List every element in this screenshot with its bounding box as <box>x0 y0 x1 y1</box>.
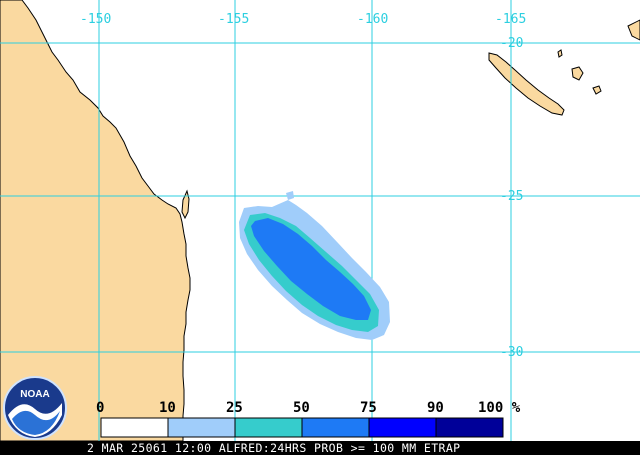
legend-bin-50-75 <box>301 417 370 438</box>
loyalty-island-mare <box>592 85 602 95</box>
legend-bin-75-90 <box>368 417 437 438</box>
legend-tick-75: 75 <box>360 400 377 416</box>
caption-bar: 2 MAR 25061 12:00 ALFRED:24HRS PROB >= 1… <box>0 441 640 455</box>
vanuatu-edge-island <box>627 19 640 41</box>
probability-contours <box>239 191 390 340</box>
noaa-logo: NOAA <box>3 376 67 440</box>
legend-bin-25-50 <box>234 417 303 438</box>
contour-50-75 <box>251 218 371 320</box>
legend-tick-100: 100 % <box>478 400 521 416</box>
new-caledonia <box>488 52 565 116</box>
lat-label-30: -30 <box>500 345 524 360</box>
graticule <box>0 0 640 441</box>
legend-bin-10-25 <box>167 417 236 438</box>
lon-label-150: -150 <box>80 12 112 27</box>
australia-landmass <box>0 0 191 442</box>
probability-map <box>0 0 640 442</box>
lon-label-155: -155 <box>218 12 250 27</box>
legend-tick-25: 25 <box>226 400 243 416</box>
noaa-logo-text: NOAA <box>20 389 49 400</box>
legend-tick-0: 0 <box>96 400 105 416</box>
lon-label-165: -165 <box>495 12 527 27</box>
legend-tick-90: 90 <box>427 400 444 416</box>
loyalty-island-lifou <box>571 66 584 81</box>
dot-near-25S <box>286 191 294 200</box>
legend-tick-50: 50 <box>293 400 310 416</box>
legend-tick-10: 10 <box>159 400 176 416</box>
lat-label-25: -25 <box>500 189 524 204</box>
lon-label-160: -160 <box>357 12 389 27</box>
legend-bin-90-100 <box>435 417 504 438</box>
caption-text: 2 MAR 25061 12:00 ALFRED:24HRS PROB >= 1… <box>87 441 461 455</box>
legend-bar <box>100 417 504 438</box>
fraser-island <box>181 189 190 220</box>
legend-bin-0-10 <box>100 417 169 438</box>
loyalty-island-ouvea <box>557 49 563 58</box>
lat-label-20: -20 <box>500 36 524 51</box>
